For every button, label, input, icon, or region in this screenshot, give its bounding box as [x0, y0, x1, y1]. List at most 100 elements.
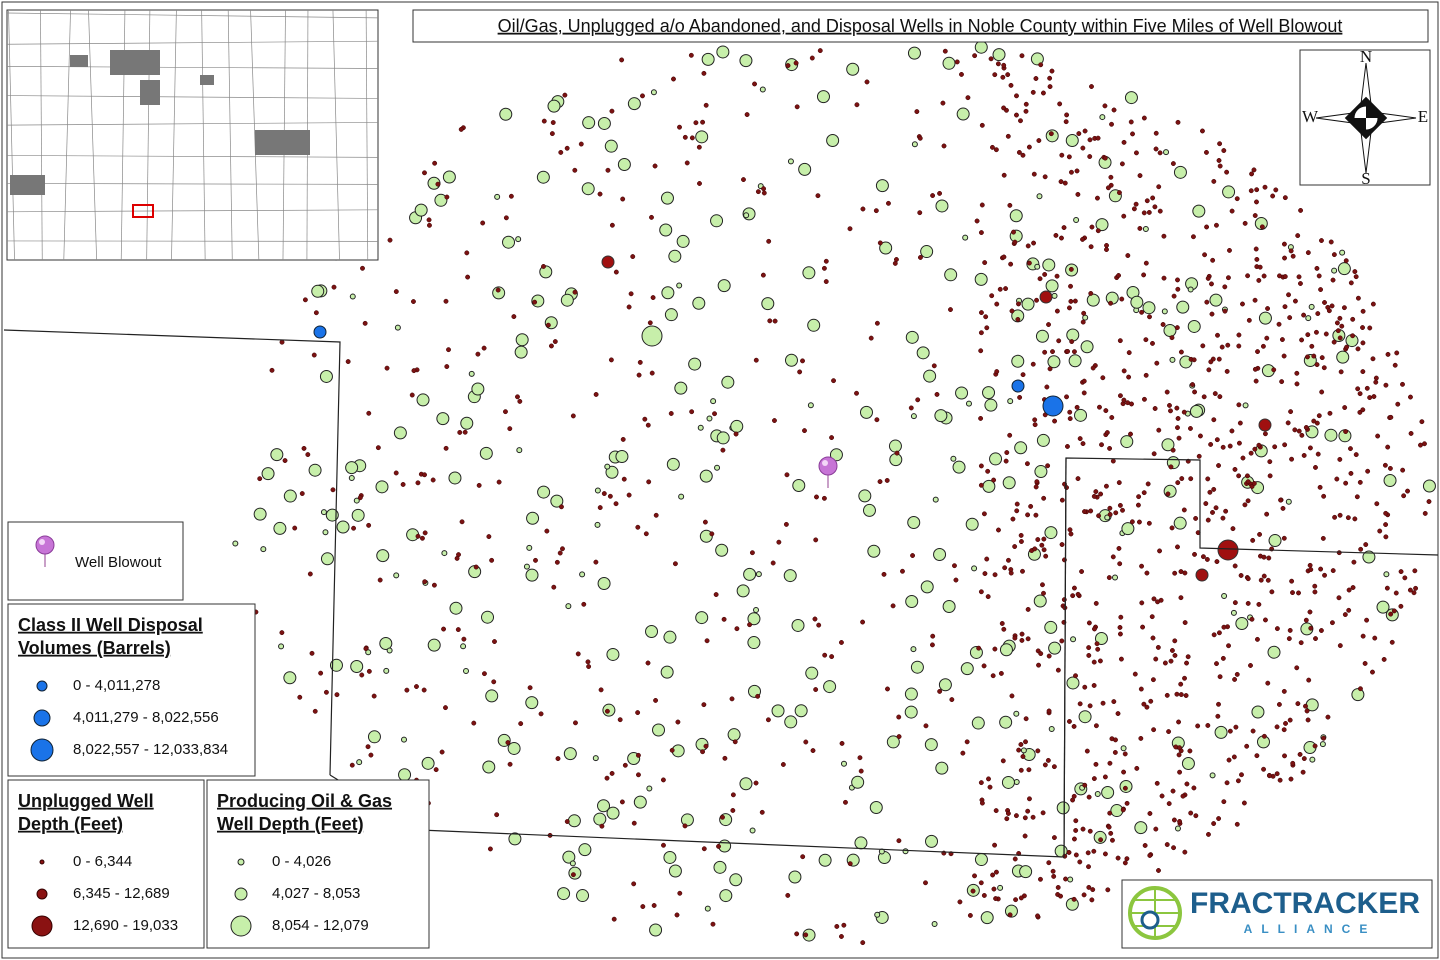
unplugged-well	[1071, 349, 1077, 355]
unplugged-well	[1360, 308, 1366, 314]
unplugged-well	[646, 479, 652, 485]
unplugged-well	[422, 170, 427, 176]
unplugged-well	[607, 493, 613, 499]
producing-well	[1120, 435, 1134, 449]
unplugged-well	[823, 258, 829, 264]
unplugged-well	[1147, 314, 1152, 320]
producing-well	[594, 487, 601, 494]
unplugged-well	[1213, 505, 1219, 511]
unplugged-well	[1139, 563, 1145, 569]
unplugged-well	[1032, 417, 1038, 423]
producing-well	[716, 431, 730, 445]
unplugged-well	[930, 633, 936, 639]
unplugged-well	[462, 429, 468, 435]
legend-heading: Class II Well Disposal	[18, 615, 203, 635]
unplugged-well	[1080, 441, 1086, 447]
unplugged-well	[1223, 508, 1229, 514]
unplugged-well	[1042, 762, 1048, 768]
unplugged-well	[1132, 671, 1138, 677]
unplugged-well	[1102, 155, 1108, 161]
producing-well	[955, 386, 969, 400]
producing-well	[1209, 772, 1216, 779]
producing-well	[1095, 218, 1109, 232]
producing-well	[816, 90, 830, 104]
unplugged-well	[1070, 593, 1076, 599]
unplugged-well	[1122, 785, 1128, 791]
unplugged-well	[1172, 638, 1178, 644]
unplugged-well	[1044, 384, 1050, 390]
unplugged-well	[1192, 389, 1198, 395]
producing-well	[1376, 600, 1390, 614]
unplugged-well	[554, 559, 560, 565]
unplugged-well	[1259, 224, 1265, 230]
producing-well	[1030, 52, 1044, 66]
unplugged-well	[1068, 298, 1074, 304]
unplugged-well	[1392, 362, 1398, 368]
unplugged-well	[1023, 739, 1028, 745]
unplugged-well	[752, 81, 758, 87]
producing-well	[1101, 785, 1115, 799]
unplugged-well	[1155, 599, 1160, 605]
unplugged-well	[652, 163, 658, 169]
producing-well	[706, 415, 713, 422]
unplugged-well	[1108, 830, 1114, 836]
unplugged-well	[443, 445, 449, 451]
unplugged-well	[800, 854, 806, 860]
unplugged-well	[1226, 757, 1232, 763]
unplugged-well	[1307, 609, 1313, 615]
unplugged-well	[998, 670, 1004, 676]
producing-well	[659, 223, 673, 237]
unplugged-well	[649, 370, 655, 376]
producing-well	[1142, 226, 1149, 233]
unplugged-well	[1118, 656, 1124, 662]
unplugged-well	[864, 79, 870, 85]
unplugged-well	[1297, 751, 1303, 757]
producing-well	[668, 249, 682, 263]
producing-well	[645, 624, 659, 638]
producing-well	[699, 469, 713, 483]
unplugged-well	[1088, 244, 1094, 250]
unplugged-well	[1249, 616, 1255, 622]
unplugged-well	[640, 904, 646, 909]
unplugged-well	[371, 693, 377, 699]
disposal-well	[1042, 395, 1064, 417]
unplugged-well	[1225, 275, 1231, 281]
unplugged-well	[1131, 206, 1137, 212]
unplugged-well	[749, 550, 755, 556]
producing-well	[960, 662, 974, 676]
unplugged-well	[1248, 188, 1254, 194]
unplugged-well	[282, 458, 288, 464]
unplugged-well	[1058, 179, 1064, 185]
unplugged-well	[1330, 277, 1336, 283]
unplugged-well	[802, 428, 807, 434]
unplugged-well	[1019, 637, 1025, 643]
legend-symbol	[30, 738, 54, 762]
unplugged-well	[279, 630, 285, 636]
producing-well	[336, 520, 350, 534]
unplugged-well	[914, 109, 920, 115]
unplugged-well	[992, 842, 998, 848]
unplugged-well	[957, 899, 963, 905]
unplugged-well	[1162, 660, 1168, 666]
unplugged-well	[1210, 257, 1216, 263]
unplugged-well	[1038, 62, 1044, 68]
unplugged-well	[1152, 406, 1158, 411]
unplugged-well	[601, 491, 607, 496]
unplugged-well	[1022, 833, 1028, 839]
inset-boundary	[6, 122, 379, 126]
unplugged-well	[538, 711, 544, 717]
unplugged-well	[701, 70, 707, 76]
unplugged-well	[489, 557, 495, 563]
unplugged-well	[671, 76, 676, 82]
producing-well	[356, 759, 363, 766]
producing-well	[1019, 865, 1033, 879]
unplugged-well	[780, 762, 786, 767]
unplugged-well	[1176, 752, 1182, 758]
producing-well	[414, 203, 428, 217]
unplugged-well	[1177, 818, 1183, 824]
unplugged-well	[747, 622, 753, 628]
unplugged-well	[1091, 848, 1097, 854]
unplugged-well	[981, 663, 987, 669]
unplugged-well	[1301, 312, 1307, 318]
unplugged-well	[415, 533, 421, 539]
